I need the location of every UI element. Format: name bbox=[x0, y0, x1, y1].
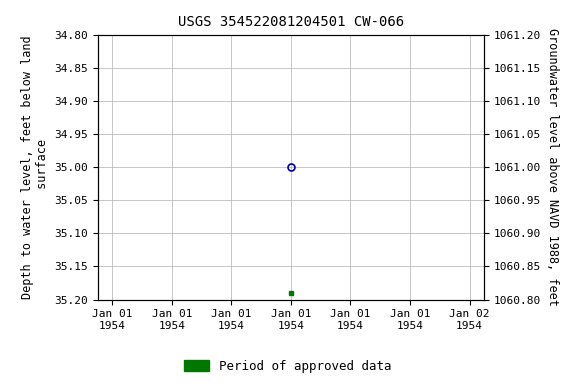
Legend: Period of approved data: Period of approved data bbox=[179, 355, 397, 378]
Y-axis label: Groundwater level above NAVD 1988, feet: Groundwater level above NAVD 1988, feet bbox=[547, 28, 559, 306]
Y-axis label: Depth to water level, feet below land
 surface: Depth to water level, feet below land su… bbox=[21, 35, 49, 299]
Title: USGS 354522081204501 CW-066: USGS 354522081204501 CW-066 bbox=[178, 15, 404, 29]
